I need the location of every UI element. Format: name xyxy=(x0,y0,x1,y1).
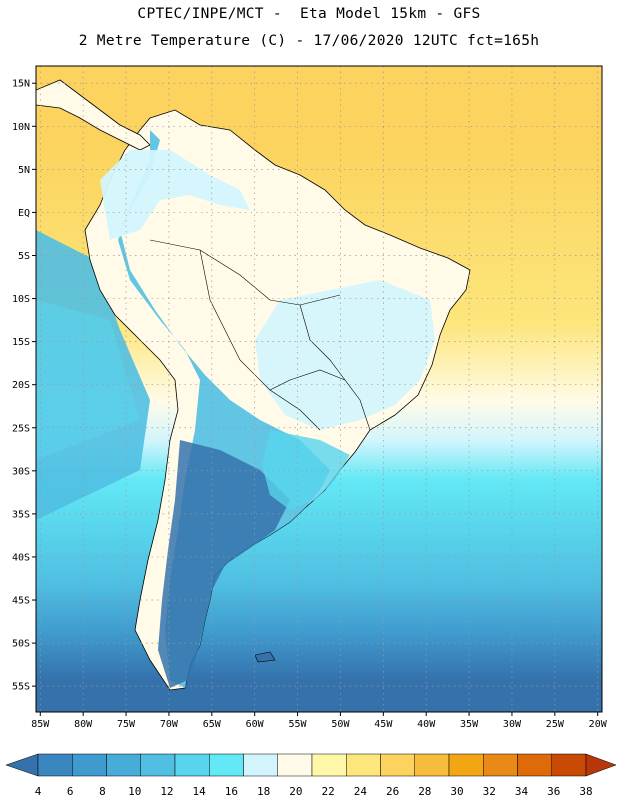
colorbar-label: 12 xyxy=(160,785,173,798)
map-subtitle: 2 Metre Temperature (C) - 17/06/2020 12U… xyxy=(78,33,540,49)
colorbar-swatch xyxy=(243,753,278,777)
patagonia-cold xyxy=(158,440,290,688)
colorbar-left-arrow xyxy=(5,753,39,777)
falkland-islands xyxy=(254,651,276,663)
colorbar-right-arrow xyxy=(585,753,617,777)
lon-label: 75W xyxy=(117,719,136,730)
lon-label: 70W xyxy=(160,719,179,730)
colorbar-label: 30 xyxy=(450,785,463,798)
lon-label: 45W xyxy=(374,719,393,730)
lat-label: 10S xyxy=(12,294,30,305)
lon-label: 25W xyxy=(546,719,565,730)
lat-label: 15S xyxy=(12,337,30,348)
colorbar-label: 26 xyxy=(386,785,399,798)
colorbar-swatch xyxy=(517,753,552,777)
colorbar-swatch xyxy=(174,753,210,777)
colorbar-label: 22 xyxy=(321,785,334,798)
longitude-labels: 85W 80W 75W 70W 65W 60W 55W 50W 45W 40W 35W 30W 25W 2… xyxy=(31,712,608,730)
colorbar-swatch xyxy=(551,753,587,777)
lat-label: 15N xyxy=(12,79,30,90)
colorbar-swatch xyxy=(483,753,518,777)
colorbar-swatch xyxy=(311,753,347,777)
lon-label: 65W xyxy=(203,719,222,730)
lat-label: 5N xyxy=(18,165,30,176)
colorbar-label: 34 xyxy=(515,785,529,798)
colorbar-swatch xyxy=(448,753,484,777)
colorbar-swatch xyxy=(346,753,381,777)
lon-label: 85W xyxy=(31,719,50,730)
lon-label: 35W xyxy=(460,719,479,730)
lat-label: 35S xyxy=(12,509,30,520)
colorbar-swatch xyxy=(414,753,450,777)
lat-label: 25S xyxy=(12,423,30,434)
map-frame xyxy=(35,65,603,713)
map-field xyxy=(36,66,602,712)
northern-andes-highlands xyxy=(100,150,250,240)
colorbar-label: 38 xyxy=(579,785,592,798)
colorbar-swatch xyxy=(277,753,313,777)
colorbar-label: 18 xyxy=(257,785,270,798)
lat-label: EQ xyxy=(18,208,30,219)
lon-label: 60W xyxy=(246,719,265,730)
lon-label: 50W xyxy=(331,719,350,730)
lat-label: 20S xyxy=(12,380,30,391)
latitude-labels: 15N 10N 5N EQ 5S 10S 15S 20S 25S 30S 35S 40S 45S 50S 5… xyxy=(12,79,36,693)
lon-label: 55W xyxy=(289,719,308,730)
central-america-land xyxy=(36,79,151,151)
colorbar-label: 32 xyxy=(483,785,496,798)
colorbar-label: 10 xyxy=(128,785,141,798)
lon-label: 40W xyxy=(417,719,436,730)
andes-cold-band xyxy=(118,130,330,688)
lon-label: 20W xyxy=(589,719,608,730)
lat-label: 10N xyxy=(12,122,30,133)
colorbar-label: 24 xyxy=(354,785,368,798)
brazil-highlands xyxy=(255,280,435,430)
colorbar-swatch xyxy=(72,753,107,777)
colorbar: 4 6 8 10 12 14 16 18 20 22 24 26 28 30 32 34 36 38 xyxy=(5,753,617,798)
lat-label: 40S xyxy=(12,552,30,563)
colorbar-swatch xyxy=(209,753,244,777)
colorbar-swatch xyxy=(106,753,141,777)
colorbar-swatch xyxy=(37,753,73,777)
colorbar-label: 16 xyxy=(225,785,238,798)
colorbar-label: 8 xyxy=(99,785,106,798)
colorbar-label: 6 xyxy=(67,785,74,798)
colorbar-label: 14 xyxy=(193,785,207,798)
lat-label: 50S xyxy=(12,639,30,650)
colorbar-swatch xyxy=(380,753,415,777)
lat-label: 30S xyxy=(12,466,30,477)
lon-label: 30W xyxy=(503,719,522,730)
lat-label: 55S xyxy=(12,682,30,693)
southern-brazil-cool xyxy=(262,430,350,510)
lon-label: 80W xyxy=(74,719,93,730)
lat-label: 5S xyxy=(18,251,30,262)
map-title: CPTEC/INPE/MCT - Eta Model 15km - GFS xyxy=(137,6,481,22)
lat-label: 45S xyxy=(12,596,30,607)
gridlines xyxy=(36,66,602,712)
colorbar-label: 28 xyxy=(418,785,431,798)
colorbar-label: 4 xyxy=(35,785,42,798)
colorbar-label: 36 xyxy=(547,785,560,798)
colorbar-swatch xyxy=(140,753,176,777)
colorbar-label: 20 xyxy=(289,785,302,798)
